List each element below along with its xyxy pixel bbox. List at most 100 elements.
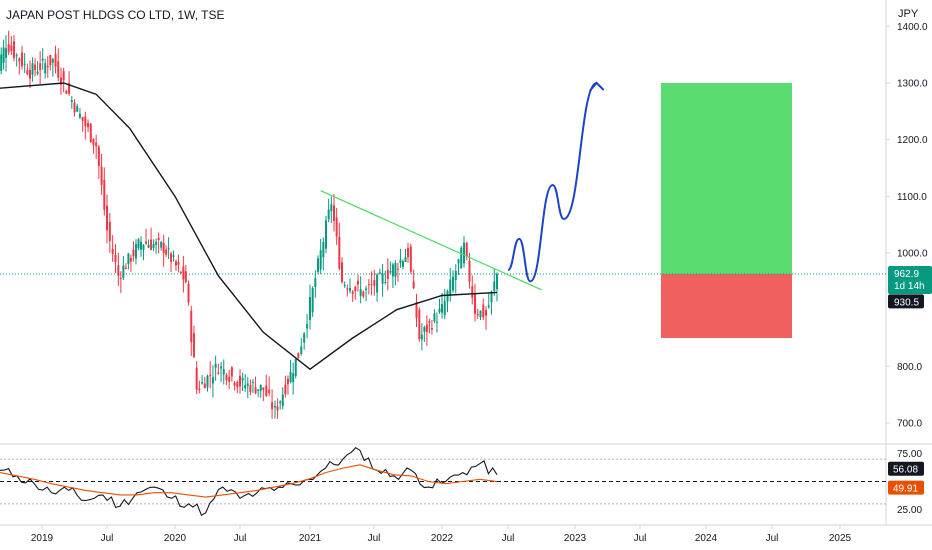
- candle-body: [124, 267, 127, 270]
- candle: [152, 239, 155, 252]
- candle: [433, 309, 436, 324]
- candle: [471, 275, 474, 305]
- candle: [297, 352, 300, 359]
- candle-body: [311, 288, 314, 313]
- candle: [407, 242, 409, 263]
- candle-body: [333, 205, 335, 221]
- candle: [425, 315, 428, 346]
- candle: [493, 268, 496, 296]
- candle-body: [376, 274, 379, 293]
- candle: [228, 369, 231, 390]
- candle-body: [412, 281, 415, 289]
- candle-body: [343, 284, 346, 286]
- candle-body: [170, 253, 173, 263]
- candle: [106, 194, 108, 244]
- candle: [452, 270, 454, 293]
- candle: [496, 272, 498, 302]
- time-tick-label: Jul: [634, 533, 647, 544]
- candle: [41, 48, 44, 70]
- candle: [18, 57, 21, 75]
- candle: [89, 122, 92, 143]
- candle: [155, 238, 158, 254]
- candle-body: [160, 241, 163, 248]
- candle: [162, 234, 165, 267]
- time-tick-label: Jul: [502, 533, 515, 544]
- time-tick-label: 2022: [431, 533, 454, 544]
- candle-body: [18, 58, 21, 62]
- chart-title: JAPAN POST HLDGS CO LTD, 1W, TSE: [6, 8, 225, 22]
- candle-body: [239, 375, 241, 387]
- candle: [167, 237, 170, 260]
- time-tick-label: 2021: [299, 533, 322, 544]
- candle: [262, 387, 265, 402]
- osc-value-tag: [888, 461, 924, 476]
- candle-body: [95, 142, 98, 147]
- candle: [365, 285, 368, 302]
- candle-body: [174, 261, 177, 266]
- candle-body: [300, 346, 303, 354]
- candle: [341, 257, 343, 284]
- candle-body: [351, 291, 354, 294]
- candle: [338, 222, 341, 271]
- candle-body: [468, 260, 471, 282]
- candle-body: [211, 377, 214, 384]
- candle: [84, 111, 87, 140]
- candle: [132, 241, 135, 262]
- candle: [292, 362, 295, 395]
- candle: [325, 216, 327, 254]
- candle: [108, 213, 111, 253]
- candle-body: [114, 254, 117, 262]
- moving-average-line: [0, 82, 498, 371]
- candle: [274, 400, 276, 419]
- candle: [399, 248, 402, 268]
- candle-body: [319, 250, 322, 270]
- candle: [211, 365, 214, 398]
- candle: [319, 238, 322, 275]
- candle-body: [2, 47, 5, 63]
- candle-body: [452, 276, 454, 291]
- candle: [114, 244, 117, 274]
- candle: [435, 312, 438, 333]
- candle-body: [399, 259, 402, 263]
- candle: [182, 255, 185, 293]
- candle: [386, 258, 389, 291]
- candle-body: [73, 102, 76, 113]
- candle: [209, 361, 212, 389]
- candle: [236, 380, 239, 394]
- candle-body: [206, 375, 209, 388]
- candle-body: [401, 261, 404, 267]
- candle: [150, 227, 153, 251]
- candle: [46, 56, 49, 78]
- candle-body: [70, 100, 73, 102]
- candle: [174, 259, 177, 271]
- candle: [68, 71, 71, 96]
- ma-value-tag: [888, 294, 924, 309]
- candle: [217, 363, 220, 375]
- candle-body: [184, 271, 187, 283]
- price-tick-label: 1000.0: [897, 249, 928, 260]
- candle: [124, 263, 127, 270]
- candle-body: [81, 117, 84, 121]
- candle-body: [111, 248, 114, 254]
- candle-body: [257, 389, 260, 391]
- last-price-tag-label: 962.9: [894, 269, 919, 280]
- trendline: [320, 190, 542, 291]
- candle-body: [338, 236, 341, 269]
- candle: [81, 116, 84, 132]
- countdown-label: 1d 14h: [894, 281, 925, 292]
- candle-body: [496, 273, 498, 290]
- candle-body: [127, 253, 130, 265]
- candle-body: [214, 363, 217, 368]
- osc-value-tag-label: 49.91: [893, 484, 918, 495]
- candle-body: [29, 70, 31, 79]
- candle-body: [51, 58, 54, 63]
- candle: [420, 323, 423, 351]
- candle: [179, 270, 182, 275]
- candle: [367, 279, 370, 295]
- candle: [26, 63, 29, 76]
- time-tick-label: Jul: [234, 533, 247, 544]
- candle: [129, 254, 132, 273]
- candle-body: [476, 313, 479, 316]
- candle: [257, 389, 260, 398]
